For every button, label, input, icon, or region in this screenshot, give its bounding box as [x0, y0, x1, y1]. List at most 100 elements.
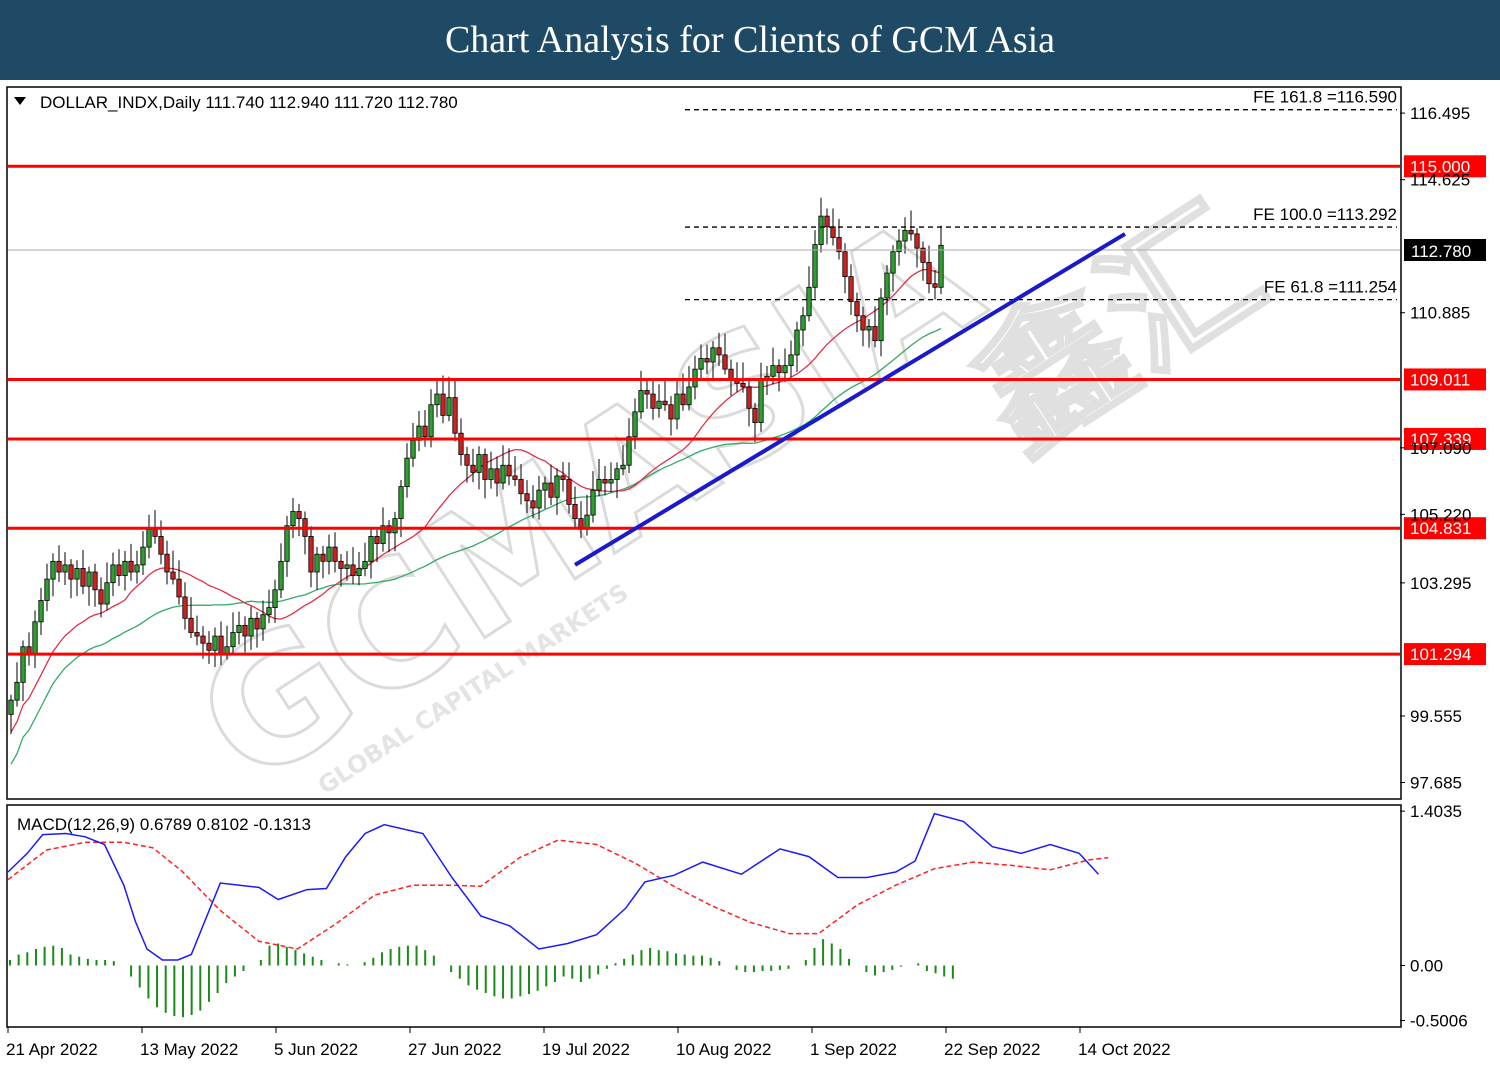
candle-body — [458, 432, 464, 455]
moving-average-slow — [10, 327, 942, 765]
candle-body — [572, 503, 578, 520]
candle-body — [20, 646, 26, 683]
candle-body — [398, 486, 404, 520]
candle-body — [488, 468, 494, 480]
price-axis: 116.495 114.625 110.885 107.090 105.220 103.2… — [1400, 104, 1471, 793]
candle-body — [98, 589, 104, 605]
candle-body — [620, 464, 626, 470]
current-price-box — [1404, 239, 1486, 261]
candle-body — [812, 244, 818, 288]
candle-body — [326, 546, 332, 562]
level-label: 115.000 — [1410, 157, 1470, 176]
candle-body — [512, 475, 518, 480]
candle-body — [230, 632, 236, 648]
level-label: 104.831 — [1410, 519, 1471, 538]
candle-body — [248, 617, 254, 637]
level-label-box — [1404, 427, 1486, 450]
candle-body — [860, 315, 866, 331]
candle-body — [392, 518, 398, 534]
candle-body — [650, 393, 656, 409]
level-label: 107.339 — [1410, 430, 1471, 449]
macd-panel: 1.4035 0.00 -0.5006 — [7, 802, 1468, 1031]
current-price-label: 112.780 — [1411, 242, 1471, 261]
candle-body — [518, 479, 524, 495]
candle-body — [614, 468, 620, 480]
candle-body — [656, 400, 662, 409]
candle-body — [680, 393, 686, 406]
candle-body — [842, 251, 848, 278]
banner-title: Chart Analysis for Clients of GCM Asia — [0, 0, 1500, 80]
candle-body — [866, 326, 872, 331]
fib-extension-label: FE 61.8 =111.254 — [1264, 278, 1397, 297]
candle-body — [446, 397, 452, 416]
candle-body — [338, 560, 344, 569]
candle-body — [266, 607, 272, 616]
candle-body — [908, 229, 914, 235]
time-tick-label: 19 Jul 2022 — [542, 1040, 630, 1059]
price-tick-label: 107.090 — [1410, 439, 1471, 458]
candle-body — [440, 393, 446, 416]
candle-body — [782, 365, 788, 374]
candle-body — [938, 244, 944, 288]
candle-body — [830, 226, 836, 238]
candle-body — [332, 546, 338, 562]
candle-body — [32, 621, 38, 655]
candle-body — [644, 390, 650, 395]
candle-body — [74, 568, 80, 580]
candle-body — [380, 525, 386, 544]
candle-body — [344, 564, 350, 569]
candle-body — [314, 553, 320, 573]
trendline — [573, 232, 1127, 567]
candle-body — [758, 379, 764, 423]
level-label: 101.294 — [1410, 645, 1471, 664]
fib-extension-label: FE 161.8 =116.590 — [1253, 88, 1397, 107]
candle-body — [254, 617, 260, 630]
candle-body — [872, 326, 878, 342]
candle-body — [500, 464, 506, 484]
candle-body — [698, 358, 704, 370]
candle-body — [128, 560, 134, 573]
candle-body — [710, 347, 716, 363]
candle-body — [596, 479, 602, 491]
candle-body — [704, 358, 710, 363]
candle-body — [638, 390, 644, 413]
candle-body — [410, 439, 416, 459]
horizontal-levels: 115.000 109.011 107.339 104.831 101.294 — [8, 155, 1486, 666]
candle-body — [170, 571, 176, 580]
candle-body — [824, 215, 830, 228]
candle-body — [716, 347, 722, 356]
time-tick-label: 27 Jun 2022 — [408, 1040, 502, 1059]
candle-body — [212, 635, 218, 651]
candle-body — [278, 560, 284, 591]
candle-body — [674, 393, 680, 420]
candle-body — [368, 536, 374, 562]
candle-body — [524, 493, 530, 502]
candle-body — [308, 536, 314, 573]
candle-body — [122, 560, 128, 576]
candle-body — [794, 329, 800, 356]
candle-body — [428, 404, 434, 438]
candle-body — [200, 635, 206, 644]
candle-body — [542, 482, 548, 491]
candle-body — [68, 564, 74, 580]
candle-body — [62, 564, 68, 573]
candle-body — [854, 301, 860, 317]
candle-body — [836, 237, 842, 253]
candle-body — [146, 528, 152, 548]
candle-body — [686, 386, 692, 406]
candle-body — [806, 286, 812, 317]
candle-body — [890, 251, 896, 274]
candle-body — [746, 386, 752, 409]
candle-body — [116, 564, 122, 576]
macd-header: MACD(12,26,9) 0.6789 0.8102 -0.1313 — [17, 815, 311, 834]
candle-body — [194, 632, 200, 637]
candle-body — [602, 479, 608, 484]
price-tick-label: 103.295 — [1410, 574, 1471, 593]
candlestick-series — [8, 197, 944, 765]
candle-body — [404, 457, 410, 487]
candle-body — [356, 568, 362, 576]
candle-body — [260, 614, 266, 630]
level-label-box — [1404, 643, 1486, 666]
macd-signal-line — [7, 839, 1109, 950]
